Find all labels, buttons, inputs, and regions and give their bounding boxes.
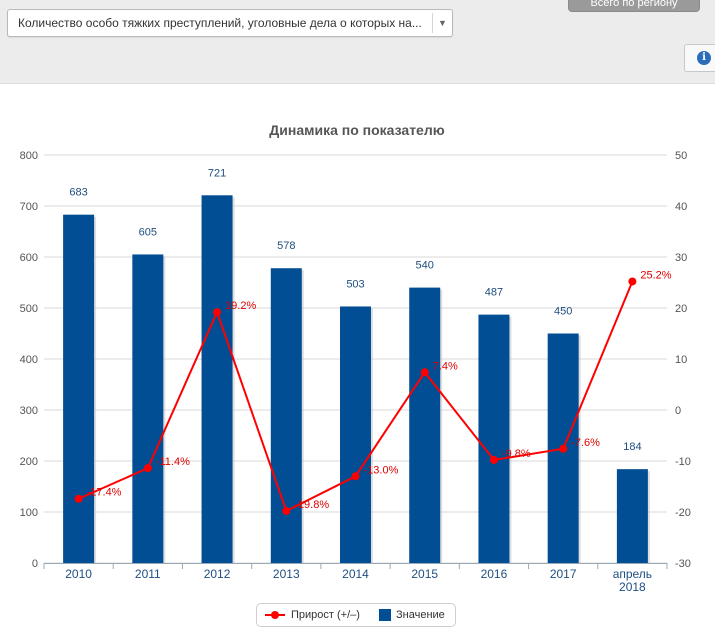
legend-item-growth[interactable]: Прирост (+/–)	[265, 604, 377, 626]
growth-value-label: 25.2%	[640, 269, 671, 281]
growth-value-label: 19.2%	[225, 300, 256, 312]
y-right-tick-label: 10	[675, 354, 687, 366]
y-right-tick-label: -30	[675, 558, 691, 570]
y-right-tick-label: -10	[675, 456, 691, 468]
y-right-tick-label: -20	[675, 507, 691, 519]
info-button[interactable]: i	[684, 44, 715, 72]
y-left-tick-label: 300	[20, 405, 38, 417]
line-series-swatch	[265, 611, 285, 619]
chart: Динамика по показателю 683 605 721 578 503 54…	[20, 122, 691, 594]
axes: 0 100 200 300 400 500 600 700 800 -30 -20 -10 0 10 20 3…	[20, 150, 691, 594]
x-tick-label: 2016	[481, 567, 508, 581]
bar	[201, 195, 233, 564]
growth-point	[213, 308, 222, 317]
growth-value-label: 7.4%	[433, 360, 458, 372]
x-tick-label: 2011	[135, 567, 161, 581]
growth-value-label: -13.0%	[364, 464, 399, 476]
bar-value-label: 487	[485, 287, 503, 299]
legend-item-value[interactable]: Значение	[379, 604, 451, 626]
bar	[270, 268, 302, 563]
bar	[63, 214, 95, 564]
x-tick-label: 2010	[65, 567, 92, 581]
y-left-tick-label: 100	[20, 507, 38, 519]
x-tick-label: 2013	[273, 567, 300, 581]
bars	[63, 195, 650, 564]
bar-value-label: 605	[139, 226, 157, 238]
bar-series-swatch	[379, 609, 391, 621]
legend: Прирост (+/–) Значение	[256, 603, 456, 627]
growth-value-label: -19.8%	[294, 499, 329, 511]
bar-value-label: 540	[416, 260, 434, 272]
growth-point	[74, 494, 83, 503]
x-tick-label: 2017	[550, 567, 577, 581]
growth-value-label: -9.8%	[502, 448, 531, 460]
growth-line	[74, 277, 637, 515]
x-tick-label: апрель	[613, 567, 652, 581]
bar-value-label: 578	[277, 240, 295, 252]
y-left-tick-label: 600	[20, 252, 38, 264]
y-left-tick-label: 700	[20, 201, 38, 213]
y-right-tick-label: 0	[675, 405, 681, 417]
y-left-tick-label: 800	[20, 150, 38, 162]
x-tick-label: 2018	[619, 580, 646, 594]
growth-value-label: -17.4%	[87, 487, 122, 499]
legend-label-value: Значение	[396, 609, 445, 621]
y-left-tick-label: 500	[20, 303, 38, 315]
growth-point	[351, 472, 360, 481]
growth-point	[489, 455, 498, 464]
chart-title: Динамика по показателю	[269, 122, 444, 138]
legend-label-growth: Прирост (+/–)	[291, 609, 360, 621]
x-tick-label: 2015	[411, 567, 438, 581]
y-right-tick-label: 30	[675, 252, 687, 264]
growth-point	[143, 464, 152, 473]
y-right-tick-label: 40	[675, 201, 687, 213]
region-button[interactable]: Всего по региону	[568, 0, 700, 12]
y-left-tick-label: 200	[20, 456, 38, 468]
data-labels: 683 605 721 578 503 540 487 450 184 -17.4% -11.4% 1…	[69, 167, 671, 511]
bar	[478, 314, 510, 563]
toolbar: Количество особо тяжких преступлений, уг…	[0, 0, 715, 84]
bar-value-label: 450	[554, 306, 572, 318]
bar	[340, 306, 371, 563]
bar-value-label: 721	[208, 167, 226, 179]
y-right-tick-label: 20	[675, 303, 687, 315]
growth-point	[420, 368, 429, 377]
y-left-tick-label: 0	[32, 558, 38, 570]
indicator-select[interactable]: Количество особо тяжких преступлений, уг…	[7, 9, 453, 37]
y-right-tick-label: 50	[675, 150, 687, 162]
growth-value-label: -11.4%	[156, 456, 190, 468]
indicator-select-value: Количество особо тяжких преступлений, уг…	[18, 16, 422, 30]
x-tick-label: 2012	[204, 567, 231, 581]
y-left-tick-label: 400	[20, 354, 38, 366]
x-tick-label: 2014	[342, 567, 369, 581]
bar	[132, 254, 164, 563]
growth-point	[559, 444, 568, 453]
growth-point	[628, 277, 637, 286]
chevron-down-icon: ▼	[432, 13, 452, 33]
bar-value-label: 683	[69, 187, 87, 199]
bar	[409, 287, 441, 563]
growth-value-label: -7.6%	[571, 437, 600, 449]
info-icon: i	[697, 51, 711, 65]
bar-value-label: 503	[346, 278, 364, 290]
bar-value-label: 184	[623, 441, 641, 453]
bar	[616, 469, 648, 563]
growth-point	[282, 506, 291, 515]
